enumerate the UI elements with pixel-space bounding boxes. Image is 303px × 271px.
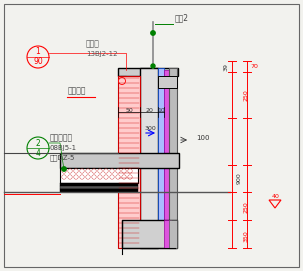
Text: 女儿墙: 女儿墙: [86, 40, 100, 49]
Text: 250: 250: [244, 89, 249, 101]
Bar: [158, 68, 164, 248]
Circle shape: [118, 78, 125, 85]
Text: 900: 900: [237, 172, 242, 184]
Text: 10: 10: [157, 108, 165, 112]
Bar: [158, 76, 177, 88]
Text: 平屋DZ-5: 平屋DZ-5: [50, 155, 75, 161]
Text: 100: 100: [196, 135, 209, 141]
Circle shape: [151, 64, 155, 68]
Bar: [164, 220, 171, 248]
Text: 08BJ5-1: 08BJ5-1: [50, 145, 77, 151]
Text: 39: 39: [224, 63, 229, 71]
Bar: [118, 68, 178, 76]
Text: 铝板压顶: 铝板压顶: [68, 86, 86, 95]
Circle shape: [62, 167, 66, 171]
Bar: [122, 220, 177, 248]
Bar: [60, 153, 179, 168]
Text: 300: 300: [144, 125, 156, 131]
Text: 13BJ2-12: 13BJ2-12: [86, 51, 118, 57]
Text: 2: 2: [36, 138, 40, 147]
Text: 90: 90: [33, 57, 43, 66]
Text: 350: 350: [244, 230, 249, 242]
Bar: [169, 220, 177, 248]
Text: 250: 250: [244, 201, 249, 213]
Bar: [60, 189, 138, 192]
Bar: [169, 68, 177, 248]
Text: 50: 50: [125, 108, 133, 112]
Bar: [120, 76, 126, 153]
Text: 4: 4: [35, 149, 40, 157]
Text: 40: 40: [272, 195, 280, 199]
Circle shape: [151, 31, 155, 35]
Bar: [60, 168, 138, 183]
Bar: [164, 70, 169, 248]
Text: 1: 1: [36, 47, 40, 56]
Text: 70: 70: [250, 64, 258, 69]
Bar: [60, 186, 138, 189]
Bar: [140, 68, 158, 248]
Bar: [60, 183, 138, 186]
Bar: [118, 76, 140, 248]
Text: 栏杆2: 栏杆2: [175, 14, 189, 22]
Text: 防水收头洋: 防水收头洋: [50, 134, 73, 143]
Text: 20: 20: [145, 108, 153, 112]
